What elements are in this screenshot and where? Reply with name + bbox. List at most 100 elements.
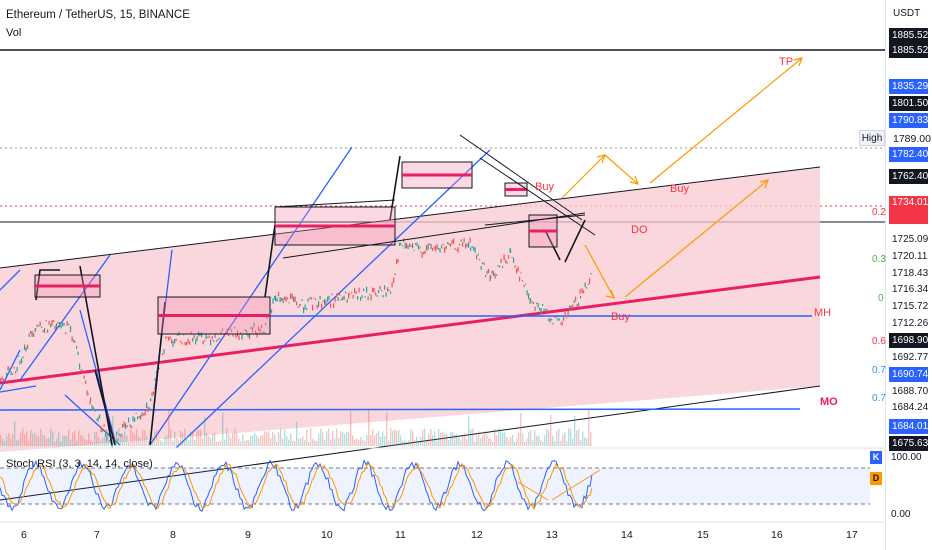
candle — [143, 413, 145, 416]
volume-bar — [74, 430, 76, 446]
time-axis-label: 10 — [321, 529, 333, 541]
candle — [560, 322, 562, 325]
volume-bar — [214, 432, 216, 446]
blue-trendline — [19, 254, 111, 381]
volume-bar — [66, 435, 68, 446]
candle — [102, 428, 104, 432]
currency-label: USDT — [893, 8, 921, 19]
candle — [31, 330, 33, 337]
volume-bar — [312, 438, 314, 446]
volume-bar — [558, 428, 560, 446]
volume-bar — [240, 441, 242, 446]
candle — [36, 324, 38, 328]
volume-bar — [234, 428, 236, 446]
candle — [265, 322, 267, 325]
volume-legend[interactable]: Vol — [6, 27, 22, 39]
volume-bar — [446, 434, 448, 446]
volume-bar — [546, 428, 548, 446]
candle — [357, 296, 359, 300]
candle — [178, 331, 180, 336]
candle — [160, 361, 162, 363]
volume-bar — [148, 440, 150, 446]
candle — [432, 248, 434, 251]
price-axis-label: 1734.01 — [889, 196, 928, 224]
candle — [500, 258, 502, 264]
volume-bar — [552, 435, 554, 446]
candle — [284, 296, 286, 300]
volume-bar — [560, 441, 562, 446]
volume-bar — [488, 438, 490, 446]
volume-bar — [118, 428, 120, 446]
volume-bar — [442, 431, 444, 446]
candle — [9, 368, 11, 371]
candle — [471, 245, 473, 248]
candle — [303, 307, 305, 313]
candle — [172, 340, 174, 347]
volume-bar — [482, 435, 484, 446]
volume-bar — [56, 438, 58, 446]
candle — [513, 257, 515, 264]
volume-bar — [258, 438, 260, 446]
volume-bar — [370, 434, 372, 446]
volume-bar — [36, 435, 38, 446]
price-axis-label: 1684.24 — [892, 402, 929, 413]
target-arrowhead — [793, 57, 803, 67]
volume-bar — [350, 410, 352, 446]
candle — [421, 252, 423, 259]
volume-bar — [544, 435, 546, 446]
candle — [85, 380, 87, 384]
candle — [433, 246, 435, 250]
candle — [48, 321, 50, 325]
candle — [480, 266, 482, 270]
volume-bar — [322, 432, 324, 446]
candle — [13, 366, 15, 369]
candle — [321, 303, 323, 309]
rsi-upper-label: 100.00 — [891, 452, 922, 463]
volume-bar — [382, 431, 384, 446]
symbol-legend[interactable]: Ethereum / TetherUS, 15, BINANCE — [6, 9, 190, 21]
black-pattern-line — [544, 229, 561, 261]
candle — [274, 295, 276, 300]
price-axis-label: 1790.83 — [889, 113, 928, 128]
candle — [278, 292, 280, 297]
volume-bar — [586, 438, 588, 446]
candle — [47, 329, 49, 333]
candle — [334, 297, 336, 303]
candle — [423, 251, 425, 255]
volume-bar — [202, 438, 204, 446]
candle — [169, 336, 171, 340]
candle — [441, 245, 443, 249]
high-tag: High — [859, 130, 885, 146]
volume-bar — [226, 428, 228, 446]
volume-bar — [464, 433, 466, 446]
volume-bar — [166, 435, 168, 446]
candle — [530, 298, 532, 302]
candle — [373, 287, 375, 293]
price-axis-label: 1684.01 — [889, 419, 928, 434]
volume-bar — [264, 431, 266, 446]
candle — [523, 284, 525, 288]
candle — [426, 245, 428, 251]
candle — [531, 301, 533, 304]
candle — [447, 242, 449, 245]
candle — [132, 416, 134, 422]
volume-bar — [58, 431, 60, 446]
candle — [391, 282, 393, 288]
stoch-rsi-legend[interactable]: Stoch RSI (3, 3, 14, 14, close) — [6, 458, 153, 470]
volume-bar — [494, 428, 496, 446]
volume-bar — [212, 434, 214, 446]
candle — [415, 243, 417, 245]
volume-bar — [332, 430, 334, 446]
candle — [589, 278, 591, 284]
volume-bar — [436, 440, 438, 446]
target-arrow-line — [604, 154, 639, 185]
candle — [358, 287, 360, 293]
candle — [91, 404, 93, 410]
candle — [388, 289, 390, 292]
volume-bar — [288, 439, 290, 446]
volume-bar — [152, 437, 154, 446]
target-arrow-line — [624, 179, 769, 298]
k-line-badge: K — [870, 451, 882, 464]
price-chart[interactable] — [0, 0, 885, 550]
